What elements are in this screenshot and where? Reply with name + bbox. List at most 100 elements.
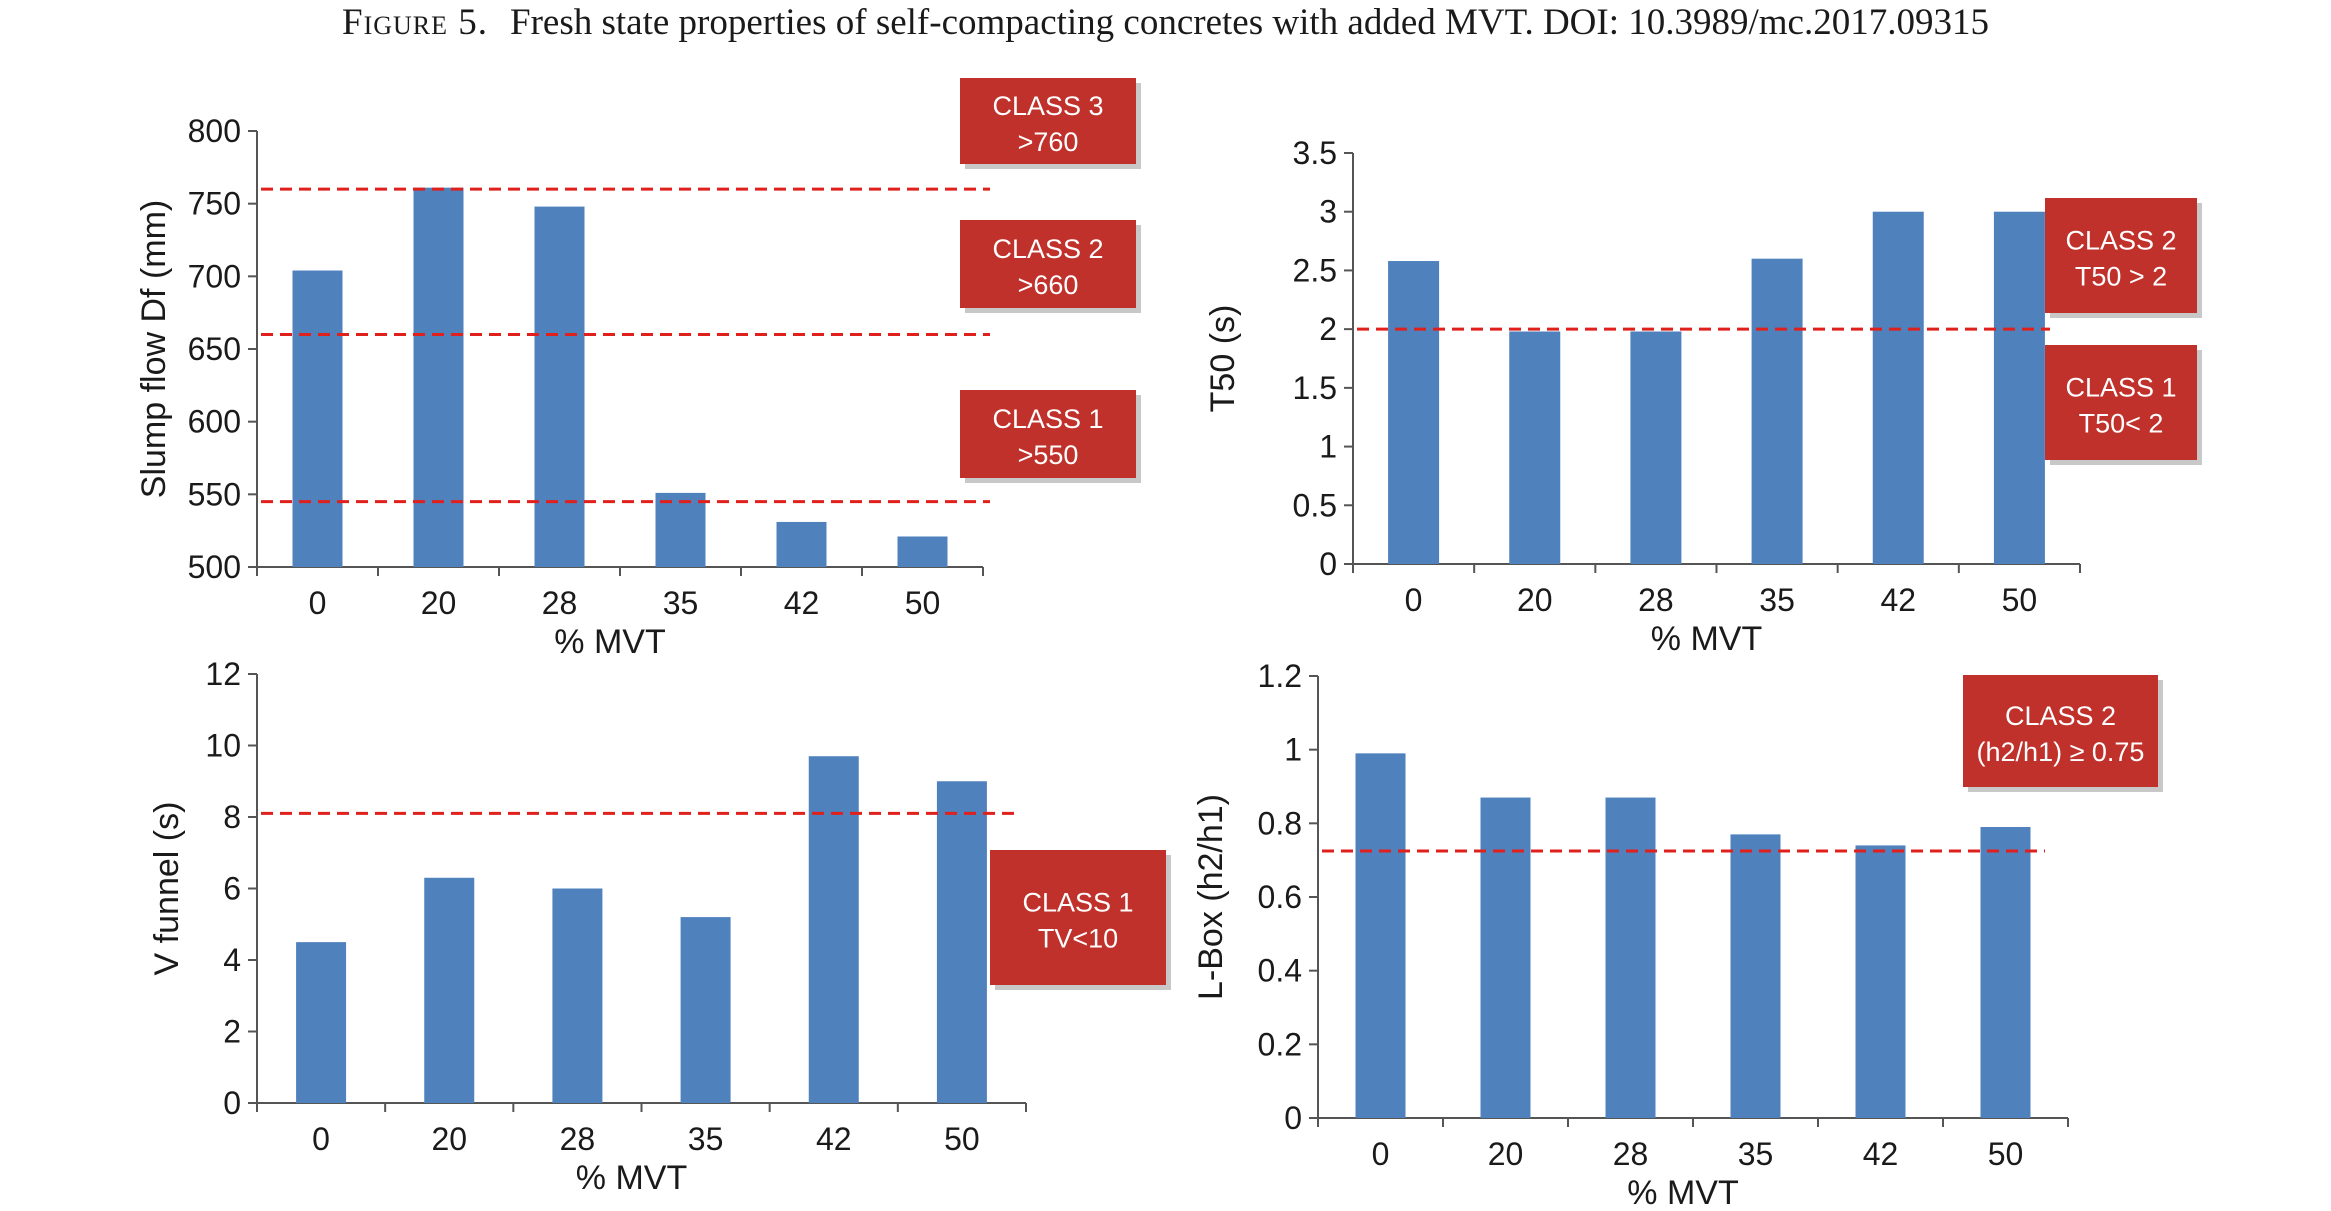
y-tick-label: 3.5 bbox=[1293, 135, 1337, 171]
x-tick-label: 42 bbox=[1880, 582, 1916, 618]
y-tick-label: 500 bbox=[188, 549, 241, 585]
x-axis-title: % MVT bbox=[576, 1159, 687, 1197]
chart-panel-2: 0 0.5 1 1.5 2 2.5 3 3.5 0 20 28 35 42 50 % MVT T50 (s) C… bbox=[1204, 135, 2202, 658]
y-tick-label: 600 bbox=[188, 404, 241, 440]
chart-panel-1: 500 550 600 650 700 750 800 0 20 28 35 42 50 % MVT Slu… bbox=[135, 78, 1141, 661]
class-label: CLASS 1 bbox=[1022, 888, 1133, 918]
x-tick-label: 28 bbox=[560, 1121, 596, 1157]
class-box bbox=[960, 390, 1136, 478]
y-tick-label: 0.8 bbox=[1258, 805, 1302, 841]
bar-0 bbox=[1388, 261, 1440, 564]
y-tick-label: 0.6 bbox=[1258, 879, 1302, 915]
bar-35 bbox=[680, 917, 731, 1103]
class-label: CLASS 2 bbox=[2005, 701, 2116, 731]
chart-panel-4: 0 0.2 0.4 0.6 0.8 1 1.2 0 20 28 35 42 50 % MVT L-Box (… bbox=[1192, 658, 2163, 1211]
x-tick-label: 50 bbox=[944, 1121, 980, 1157]
y-tick-label: 0 bbox=[1284, 1100, 1302, 1136]
y-tick-label: 0 bbox=[223, 1085, 241, 1121]
class-box bbox=[960, 78, 1136, 164]
x-tick-label: 50 bbox=[2002, 582, 2038, 618]
y-axis-title: L-Box (h2/h1) bbox=[1192, 794, 1230, 1000]
class-criterion: T50< 2 bbox=[2079, 409, 2164, 439]
bar-20 bbox=[413, 187, 464, 567]
y-axis-title: V funnel (s) bbox=[148, 802, 186, 976]
class-criterion: >550 bbox=[1018, 440, 1079, 470]
y-tick-label: 1.5 bbox=[1293, 370, 1337, 406]
class-criterion: (h2/h1) ≥ 0.75 bbox=[1977, 737, 2145, 767]
x-tick-label: 0 bbox=[1405, 582, 1423, 618]
figure-label: Figure 5. bbox=[342, 2, 489, 43]
y-tick-label: 0.5 bbox=[1293, 487, 1337, 523]
x-tick-label: 42 bbox=[784, 585, 820, 621]
x-tick-label: 20 bbox=[421, 585, 457, 621]
figure-caption: Figure 5. Fresh state properties of self-… bbox=[0, 0, 2331, 46]
bar-28 bbox=[534, 206, 585, 567]
x-axis-title: % MVT bbox=[554, 623, 665, 661]
class-label: CLASS 1 bbox=[2065, 373, 2176, 403]
y-tick-label: 1 bbox=[1319, 429, 1337, 465]
class-label: CLASS 1 bbox=[992, 404, 1103, 434]
class-label: CLASS 2 bbox=[992, 234, 1103, 264]
bar-42 bbox=[808, 756, 859, 1103]
bar-50 bbox=[1980, 827, 2031, 1118]
x-tick-label: 42 bbox=[816, 1121, 852, 1157]
x-tick-label: 20 bbox=[1488, 1136, 1524, 1172]
class-label: CLASS 3 bbox=[992, 91, 1103, 121]
figure-caption-text: Fresh state properties of self-compactin… bbox=[510, 2, 1989, 43]
class-box bbox=[960, 220, 1136, 308]
x-tick-label: 28 bbox=[542, 585, 578, 621]
bar-42 bbox=[776, 521, 827, 567]
y-tick-label: 700 bbox=[188, 258, 241, 294]
x-tick-label: 35 bbox=[1759, 582, 1795, 618]
x-tick-label: 20 bbox=[1517, 582, 1553, 618]
x-axis-title: % MVT bbox=[1627, 1174, 1738, 1211]
y-tick-label: 8 bbox=[223, 799, 241, 835]
bar-42 bbox=[1855, 845, 1906, 1118]
class-criterion: >660 bbox=[1018, 270, 1079, 300]
bar-28 bbox=[552, 888, 603, 1103]
x-tick-label: 50 bbox=[1988, 1136, 2024, 1172]
y-tick-label: 3 bbox=[1319, 194, 1337, 230]
bar-50 bbox=[897, 536, 948, 567]
y-tick-label: 12 bbox=[205, 656, 241, 692]
bar-20 bbox=[1480, 797, 1531, 1118]
bar-42 bbox=[1872, 211, 1924, 564]
bar-28 bbox=[1630, 331, 1682, 564]
y-axis-title: Slump flow Df (mm) bbox=[135, 200, 173, 498]
bar-20 bbox=[424, 877, 475, 1103]
y-tick-label: 750 bbox=[188, 186, 241, 222]
x-tick-label: 20 bbox=[431, 1121, 467, 1157]
y-tick-label: 800 bbox=[188, 113, 241, 149]
class-box bbox=[2045, 345, 2197, 460]
y-tick-label: 1 bbox=[1284, 732, 1302, 768]
y-tick-label: 0.2 bbox=[1258, 1026, 1302, 1062]
bar-35 bbox=[1730, 834, 1781, 1118]
y-axis-title: T50 (s) bbox=[1204, 305, 1242, 413]
x-tick-label: 0 bbox=[1372, 1136, 1390, 1172]
y-tick-label: 2 bbox=[223, 1014, 241, 1050]
bar-20 bbox=[1509, 331, 1561, 564]
x-tick-label: 35 bbox=[1738, 1136, 1774, 1172]
bar-35 bbox=[1751, 258, 1803, 564]
class-box bbox=[1963, 675, 2158, 787]
class-criterion: >760 bbox=[1018, 127, 1079, 157]
class-label: CLASS 2 bbox=[2065, 226, 2176, 256]
class-box bbox=[990, 850, 1166, 985]
x-tick-label: 28 bbox=[1613, 1136, 1649, 1172]
y-tick-label: 10 bbox=[205, 728, 241, 764]
x-axis-title: % MVT bbox=[1651, 620, 1762, 658]
y-tick-label: 4 bbox=[223, 942, 241, 978]
class-criterion: T50 > 2 bbox=[2075, 262, 2167, 292]
y-tick-label: 2 bbox=[1319, 311, 1337, 347]
y-tick-label: 1.2 bbox=[1258, 658, 1302, 694]
bar-0 bbox=[1355, 753, 1406, 1118]
y-tick-label: 2.5 bbox=[1293, 252, 1337, 288]
bar-50 bbox=[936, 781, 987, 1103]
y-tick-label: 6 bbox=[223, 871, 241, 907]
chart-panel-3: 0 2 4 6 8 10 12 0 20 28 35 42 50 % MVT V funnel (s) CLA… bbox=[148, 656, 1171, 1197]
bar-50 bbox=[1993, 211, 2045, 564]
x-tick-label: 28 bbox=[1638, 582, 1674, 618]
y-tick-label: 0 bbox=[1319, 546, 1337, 582]
x-tick-label: 35 bbox=[663, 585, 699, 621]
